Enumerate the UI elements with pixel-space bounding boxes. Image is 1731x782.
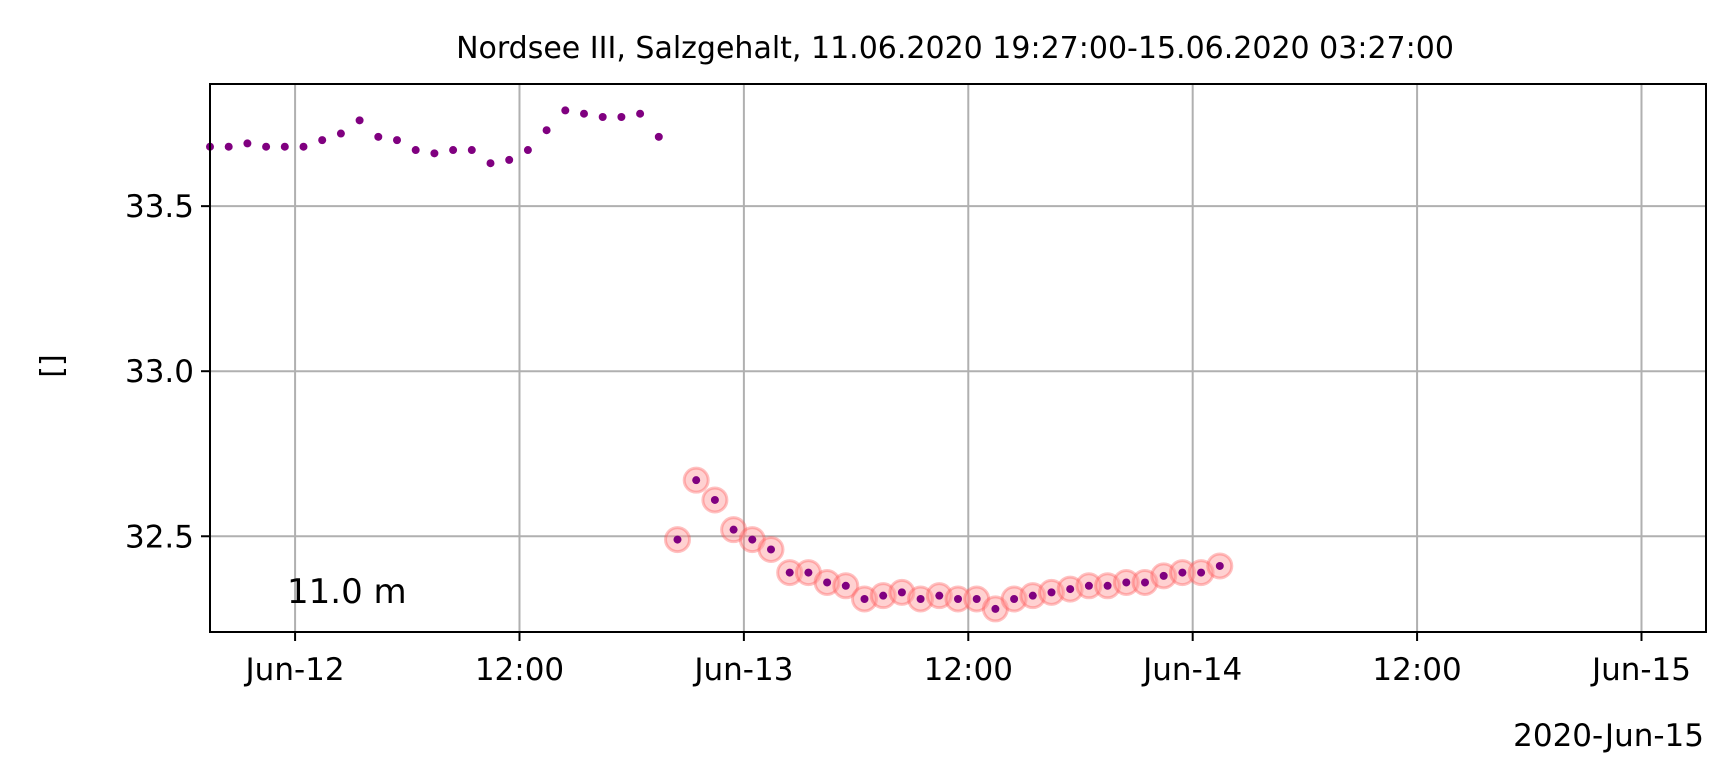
data-point [1178,568,1187,577]
data-point [1084,581,1093,590]
data-point [692,476,701,485]
data-point [860,594,869,603]
y-axis-label: [] [35,354,70,377]
data-point [935,591,944,600]
x-tick-label: Jun-14 [1141,652,1242,688]
data-point [916,594,925,603]
data-point [243,139,252,148]
y-tick-label: 32.5 [125,519,194,555]
data-point [673,535,682,544]
data-point [1197,568,1206,577]
data-point [430,149,439,158]
data-point [336,129,345,138]
data-point [972,594,981,603]
data-point [449,146,458,155]
data-point [1215,561,1224,570]
data-point [505,155,514,164]
y-tick-label: 33.0 [125,354,194,390]
depth-annotation: 11.0 m [287,572,407,612]
x-tick-label: 12:00 [1372,652,1461,688]
data-point [1141,578,1149,587]
data-point [411,146,420,155]
data-point [299,142,308,151]
data-point [710,495,719,504]
data-point [617,113,626,122]
data-point [785,568,794,577]
data-point [991,604,1000,613]
data-point [542,126,551,135]
plot-frame [209,83,1707,633]
data-point [1028,591,1037,600]
y-axis: 32.5 33.0 33.5 [125,189,210,555]
data-point [804,568,813,577]
data-point [636,109,645,118]
data-point [1066,585,1075,594]
data-point [580,109,588,118]
flagged-markers [664,466,1234,623]
data-point [1047,588,1056,597]
data-point [393,136,401,145]
data-point [841,581,850,590]
data-point [318,136,327,145]
data-point [1159,571,1168,580]
data-point [897,588,906,597]
data-point [954,594,962,603]
data-point [523,146,532,155]
x-tick-label: Jun-15 [1590,652,1691,688]
x-tick-label: 12:00 [475,652,564,688]
chart-title: Nordsee III, Salzgehalt, 11.06.2020 19:2… [456,31,1454,66]
y-tick-label: 33.5 [125,189,194,225]
grid [210,84,1706,632]
data-point [748,535,757,544]
data-point [224,142,233,151]
data-point [654,132,663,141]
data-point [767,545,775,554]
data-point [561,106,570,115]
data-point [598,113,607,122]
data-point [486,159,495,168]
x-axis-offset-label: 2020-Jun-15 [1513,718,1704,754]
x-tick-label: Jun-12 [244,652,345,688]
data-point [1010,594,1019,603]
data-point [879,591,888,600]
data-point [262,142,271,151]
data-point [1122,578,1131,587]
data-point [729,525,738,534]
data-point [355,116,364,125]
x-tick-label: 12:00 [924,652,1013,688]
data-point [280,142,289,151]
x-tick-label: Jun-13 [692,652,793,688]
data-point [1103,581,1112,590]
data-point [374,132,383,141]
data-point [823,578,832,587]
x-axis: Jun-12 12:00 Jun-13 12:00 Jun-14 12:00 Jun-15 [244,632,1691,688]
data-point [467,146,476,155]
